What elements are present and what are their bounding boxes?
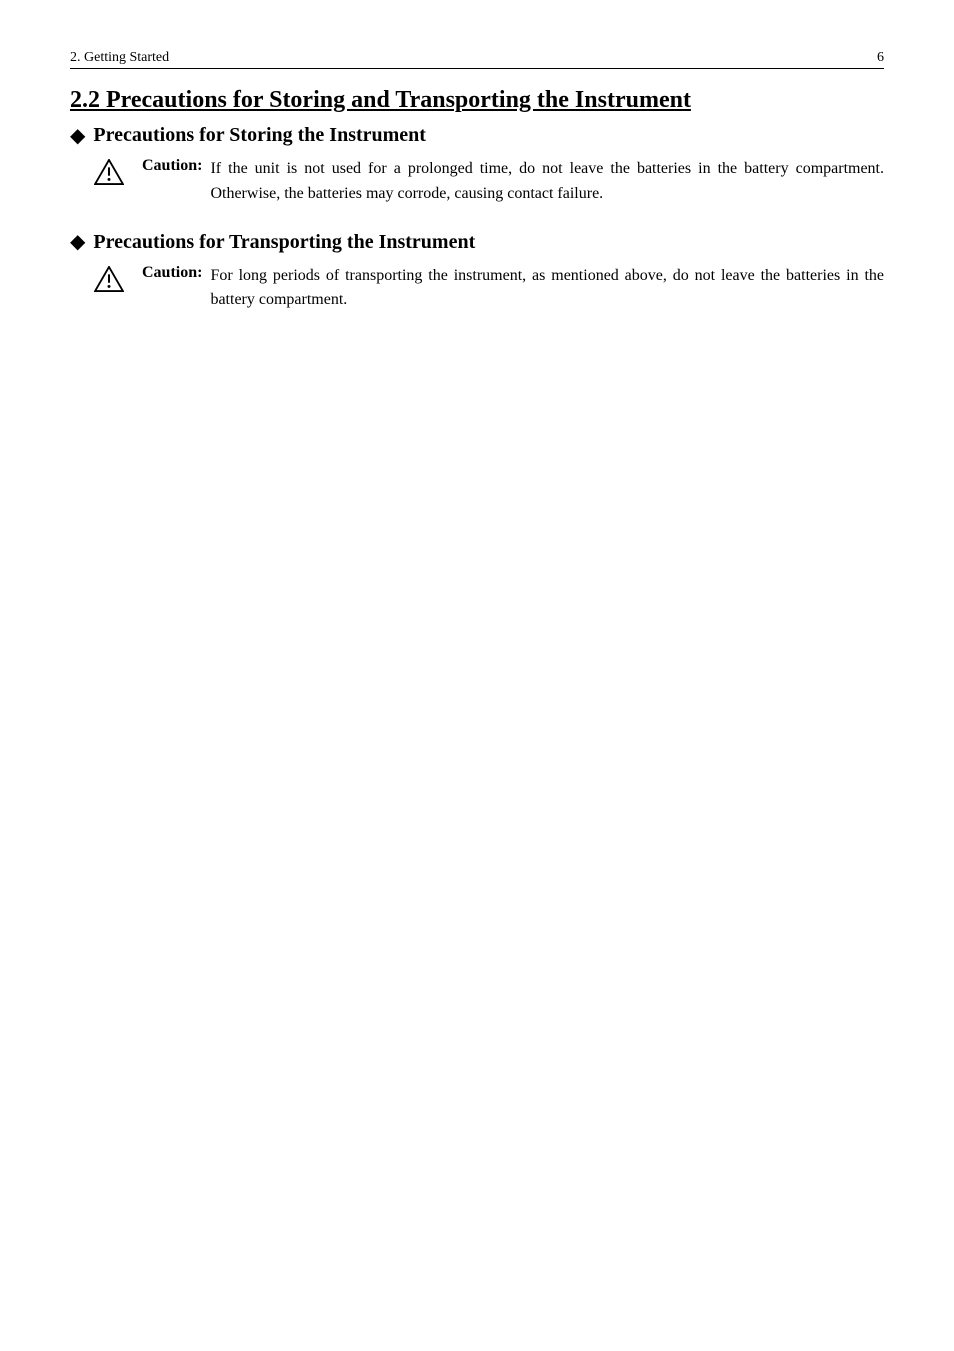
caution-text: For long periods of transporting the ins… xyxy=(210,264,884,314)
caution-body: Caution: If the unit is not used for a p… xyxy=(142,157,884,207)
header-page-number: 6 xyxy=(877,50,884,66)
caution-label: Caution: xyxy=(142,157,202,175)
caution-block: Caution: For long periods of transportin… xyxy=(94,264,884,314)
diamond-bullet-icon: ◆ xyxy=(70,232,85,252)
header-left: 2. Getting Started xyxy=(70,50,169,66)
document-page: 2. Getting Started 6 2.2 Precautions for… xyxy=(0,0,954,313)
subsection-heading: ◆ Precautions for Storing the Instrument xyxy=(70,124,884,147)
caution-text: If the unit is not used for a prolonged … xyxy=(210,157,884,207)
warning-triangle-icon xyxy=(94,159,124,185)
subsection-title: Precautions for Storing the Instrument xyxy=(93,124,426,147)
subsection-heading: ◆ Precautions for Transporting the Instr… xyxy=(70,231,884,254)
warning-triangle-icon xyxy=(94,266,124,292)
page-header: 2. Getting Started 6 xyxy=(70,50,884,69)
subsection-title: Precautions for Transporting the Instrum… xyxy=(93,231,475,254)
diamond-bullet-icon: ◆ xyxy=(70,126,85,146)
section-title: 2.2 Precautions for Storing and Transpor… xyxy=(70,87,884,114)
caution-body: Caution: For long periods of transportin… xyxy=(142,264,884,314)
caution-label: Caution: xyxy=(142,264,202,282)
caution-block: Caution: If the unit is not used for a p… xyxy=(94,157,884,207)
